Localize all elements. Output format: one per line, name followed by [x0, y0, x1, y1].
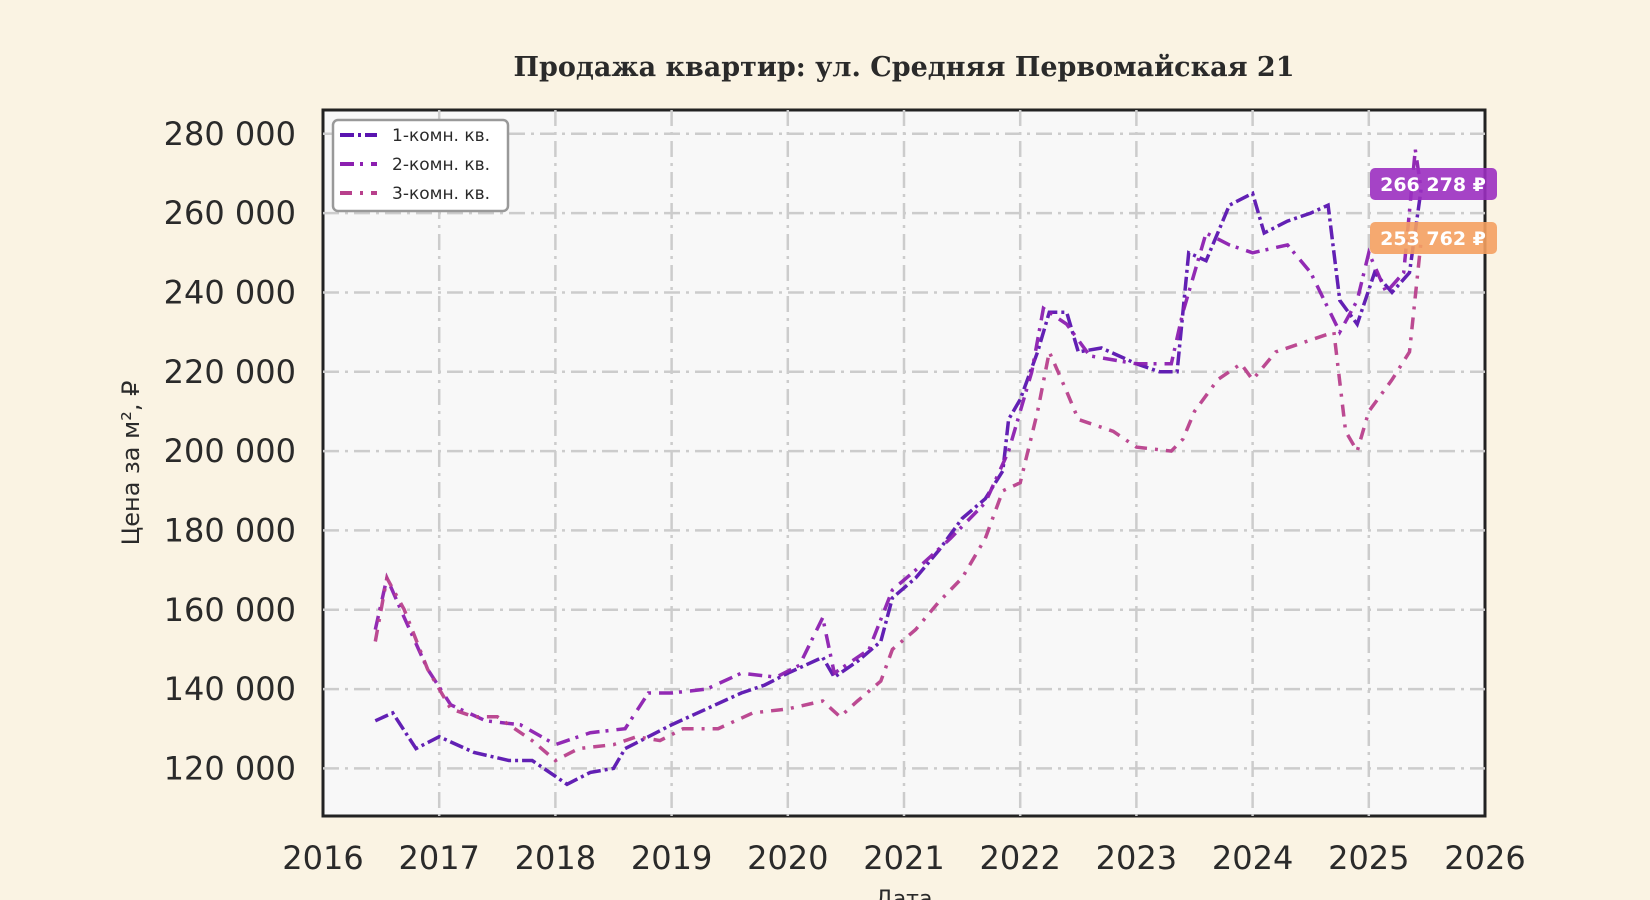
annotations: 266 278 ₽ 253 762 ₽ [1370, 168, 1497, 254]
y-axis: 120 000 140 000 160 000 180 000 200 000 220 0… [164, 115, 296, 788]
y-tick-label: 200 000 [164, 432, 296, 470]
x-tick-label: 2023 [1096, 839, 1177, 877]
y-tick-label: 160 000 [164, 591, 296, 629]
y-tick-label: 260 000 [164, 194, 296, 232]
legend-label-2: 2-комн. кв. [392, 155, 490, 175]
y-tick-label: 180 000 [164, 511, 296, 549]
x-tick-label: 2020 [747, 839, 828, 877]
value-label-2: 253 762 ₽ [1380, 228, 1486, 250]
y-tick-label: 220 000 [164, 353, 296, 391]
y-tick-label: 140 000 [164, 670, 296, 708]
legend-label-1: 1-комн. кв. [392, 126, 490, 146]
x-tick-label: 2016 [282, 839, 363, 877]
x-tick-label: 2024 [1212, 839, 1293, 877]
series-line-3 [373, 240, 1423, 763]
x-tick-label: 2021 [863, 839, 944, 877]
legend-label-3: 3-комн. кв. [392, 184, 490, 204]
y-axis-label: Цена за м², ₽ [117, 381, 145, 546]
y-tick-label: 120 000 [164, 749, 296, 787]
x-tick-label: 2019 [631, 839, 712, 877]
value-label-box-2 [1370, 222, 1497, 254]
y-tick-label: 240 000 [164, 273, 296, 311]
value-label-1: 266 278 ₽ [1380, 174, 1486, 196]
legend: 1-комн. кв. 2-комн. кв. 3-комн. кв. [331, 118, 510, 213]
x-tick-label: 2022 [979, 839, 1060, 877]
series-lines [373, 149, 1423, 787]
x-axis-label: Дата [876, 887, 933, 900]
x-tick-label: 2026 [1444, 839, 1525, 877]
x-axis: 2016 2017 2018 2019 2020 2021 2022 2023 2024 2025… [282, 839, 1525, 877]
x-tick-label: 2017 [398, 839, 479, 877]
y-tick-label: 280 000 [164, 115, 296, 153]
grid [323, 110, 1485, 816]
x-tick-label: 2018 [515, 839, 596, 877]
chart-title: Продажа квартир: ул. Средняя Первомайска… [513, 52, 1294, 83]
series-line-2 [373, 149, 1423, 747]
value-label-box-1 [1370, 168, 1497, 200]
x-tick-label: 2025 [1328, 839, 1409, 877]
